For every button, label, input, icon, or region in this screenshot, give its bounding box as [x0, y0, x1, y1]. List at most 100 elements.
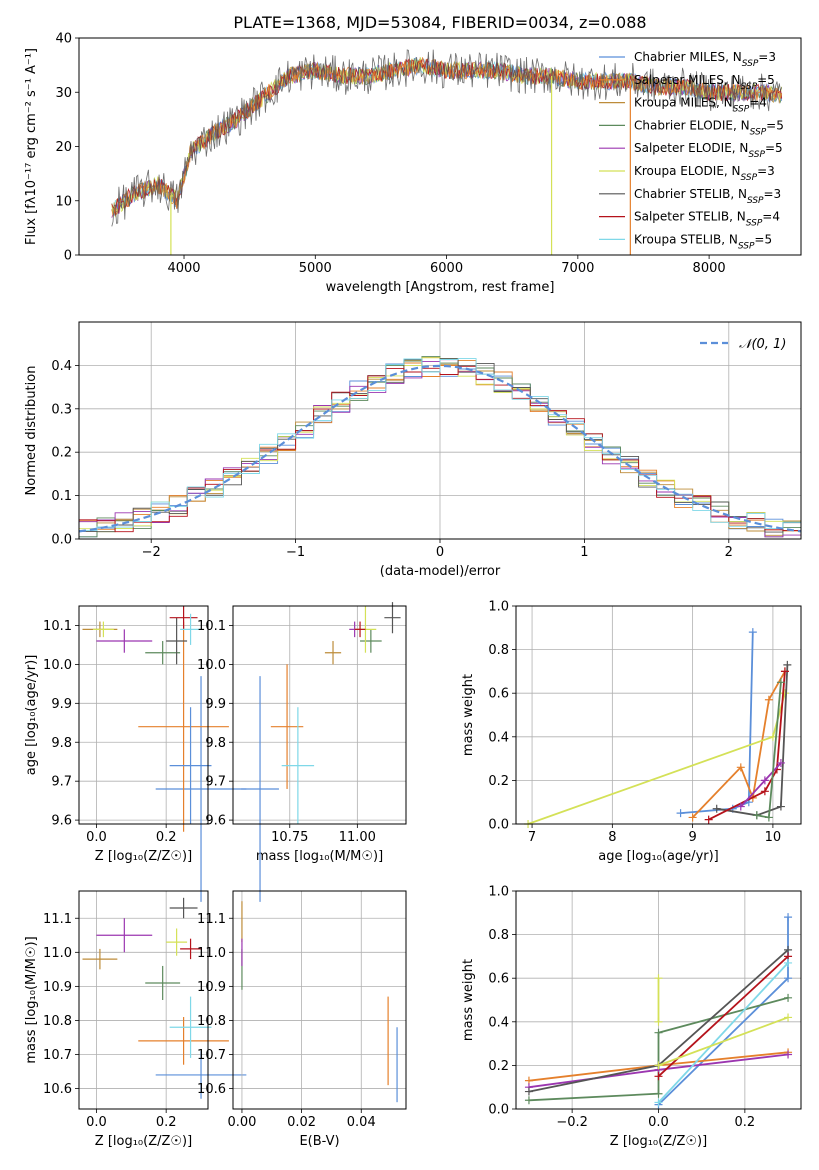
series-marker [780, 667, 789, 676]
plot-area [241, 901, 398, 1103]
data-point [169, 897, 198, 919]
series-marker [748, 628, 757, 637]
series-line [657, 962, 789, 1104]
series-marker [764, 695, 773, 704]
data-point [92, 621, 114, 638]
series-marker [784, 913, 793, 922]
plot-area [111, 49, 783, 255]
y-tick-label: 30 [55, 86, 72, 101]
axes-frame [78, 890, 209, 1110]
legend-label: Kroupa STELIB, NSSP=5 [634, 232, 772, 251]
series-marker [752, 811, 761, 820]
y-tick-label: 1.0 [488, 885, 509, 900]
x-tick-label: 0 [436, 545, 444, 560]
panel-mass-vs-Z: 0.0 0.2 10.6 10.7 10.8 10.9 11.0 11.1 Z [log₁₀(Z… [24, 890, 247, 1149]
series-marker [784, 1013, 793, 1022]
x-tick-label: 4000 [167, 261, 200, 276]
series-marker [654, 1072, 663, 1081]
y-tick-label: 0 [64, 249, 72, 264]
y-tick-label: 10.9 [197, 980, 226, 995]
y-tick-label: 10.9 [43, 980, 72, 995]
series-marker [784, 974, 793, 983]
data-point [166, 928, 188, 956]
x-tick-label: 10.75 [271, 830, 308, 845]
plot-area [241, 602, 401, 902]
y-tick-label: 10.0 [43, 658, 72, 673]
y-tick-label: 0.2 [488, 774, 509, 789]
series-marker [524, 1096, 533, 1105]
series-marker [776, 802, 785, 811]
y-tick-label: 0.0 [51, 533, 72, 548]
y-tick-label: 9.9 [205, 697, 226, 712]
x-tick-label: 0.2 [156, 1115, 177, 1130]
series-marker [760, 776, 769, 785]
legend-label: Salpeter STELIB, NSSP=4 [634, 210, 780, 229]
y-tick-label: 11.1 [197, 912, 226, 927]
series-marker [784, 1050, 793, 1059]
x-tick-label: 0.00 [227, 1115, 256, 1130]
y-tick-label: 0.4 [488, 730, 509, 745]
panel-spectrum: 4000 5000 6000 7000 8000 0 10 20 30 40 wavelength … [24, 32, 802, 295]
data-point [354, 621, 366, 638]
y-tick-label: 10.7 [43, 1048, 72, 1063]
y-tick-label: 11.0 [43, 946, 72, 961]
spectrum-line [111, 49, 783, 227]
series-marker [704, 815, 713, 824]
y-tick-label: 11.1 [43, 912, 72, 927]
x-tick-label: 0.0 [86, 830, 107, 845]
y-axis-label: Flux [fλ10⁻¹⁷ erg cm⁻² s⁻¹ A⁻¹] [24, 48, 39, 245]
data-point [180, 938, 202, 960]
y-tick-label: 9.8 [51, 736, 72, 751]
panel-age-vs-Z: 0.0 0.2 9.6 9.7 9.8 9.9 10.0 10.1 Z [log₁₀(Z/Z☉)… [24, 605, 247, 902]
x-tick-label: 8000 [693, 261, 726, 276]
x-tick-label: 6000 [430, 261, 463, 276]
data-point [324, 641, 342, 665]
x-tick-label: 7 [528, 830, 536, 845]
y-tick-label: 11.0 [197, 946, 226, 961]
y-tick-label: 9.8 [205, 736, 226, 751]
legend-label: Kroupa ELODIE, NSSP=3 [634, 164, 775, 183]
series-line [708, 671, 786, 821]
y-tick-label: 0.3 [51, 402, 72, 417]
x-tick-label: 10 [765, 830, 782, 845]
x-axis-label: age [log₁₀(age/yr)] [598, 849, 719, 864]
x-tick-label: 0.02 [287, 1115, 316, 1130]
panel-mass-vs-ebv: 0.00 0.02 0.04 10.6 10.7 10.8 10.9 11.0 11.1 E(B-… [197, 890, 407, 1149]
y-tick-label: 1.0 [488, 600, 509, 615]
y-tick-label: 10.8 [197, 1014, 226, 1029]
y-tick-label: 10.0 [197, 658, 226, 673]
axes-frame [232, 890, 407, 1110]
series-marker [784, 958, 793, 967]
data-point [166, 617, 188, 665]
y-tick-label: 0.0 [488, 1103, 509, 1118]
axes-frame [78, 605, 209, 825]
series-marker [764, 813, 773, 822]
y-tick-label: 0.6 [488, 972, 509, 987]
axes-frame [78, 321, 802, 540]
y-tick-label: 0.8 [488, 928, 509, 943]
y-tick-label: 9.9 [51, 697, 72, 712]
series-marker [760, 787, 769, 796]
y-axis-label: mass weight [461, 959, 476, 1041]
y-tick-label: 10.7 [197, 1048, 226, 1063]
series-marker [736, 763, 745, 772]
legend-label: 𝒩(0, 1) [739, 337, 786, 352]
y-tick-label: 10.6 [197, 1082, 226, 1097]
data-point [241, 676, 279, 902]
series-marker [783, 660, 792, 669]
series-marker [654, 1028, 663, 1037]
x-axis-label: (data-model)/error [380, 564, 501, 579]
y-tick-label: 9.6 [205, 814, 226, 829]
data-point [96, 629, 153, 653]
panel-residuals: −2 −1 0 1 2 0.0 0.1 0.2 0.3 0.4 (data-model)/error… [24, 321, 802, 579]
data-point [155, 1051, 247, 1099]
series-marker [654, 1061, 663, 1070]
x-axis-label: Z [log₁₀(Z/Z☉)] [95, 1134, 192, 1149]
x-tick-label: 0.2 [156, 830, 177, 845]
series-line [658, 1016, 789, 1067]
x-tick-label: 11.00 [339, 830, 376, 845]
x-tick-label: 9 [688, 830, 696, 845]
panel-age-vs-mass: 10.75 11.00 9.6 9.7 9.8 9.9 10.0 10.1 mass [log₁… [197, 602, 407, 902]
series-marker [784, 993, 793, 1002]
